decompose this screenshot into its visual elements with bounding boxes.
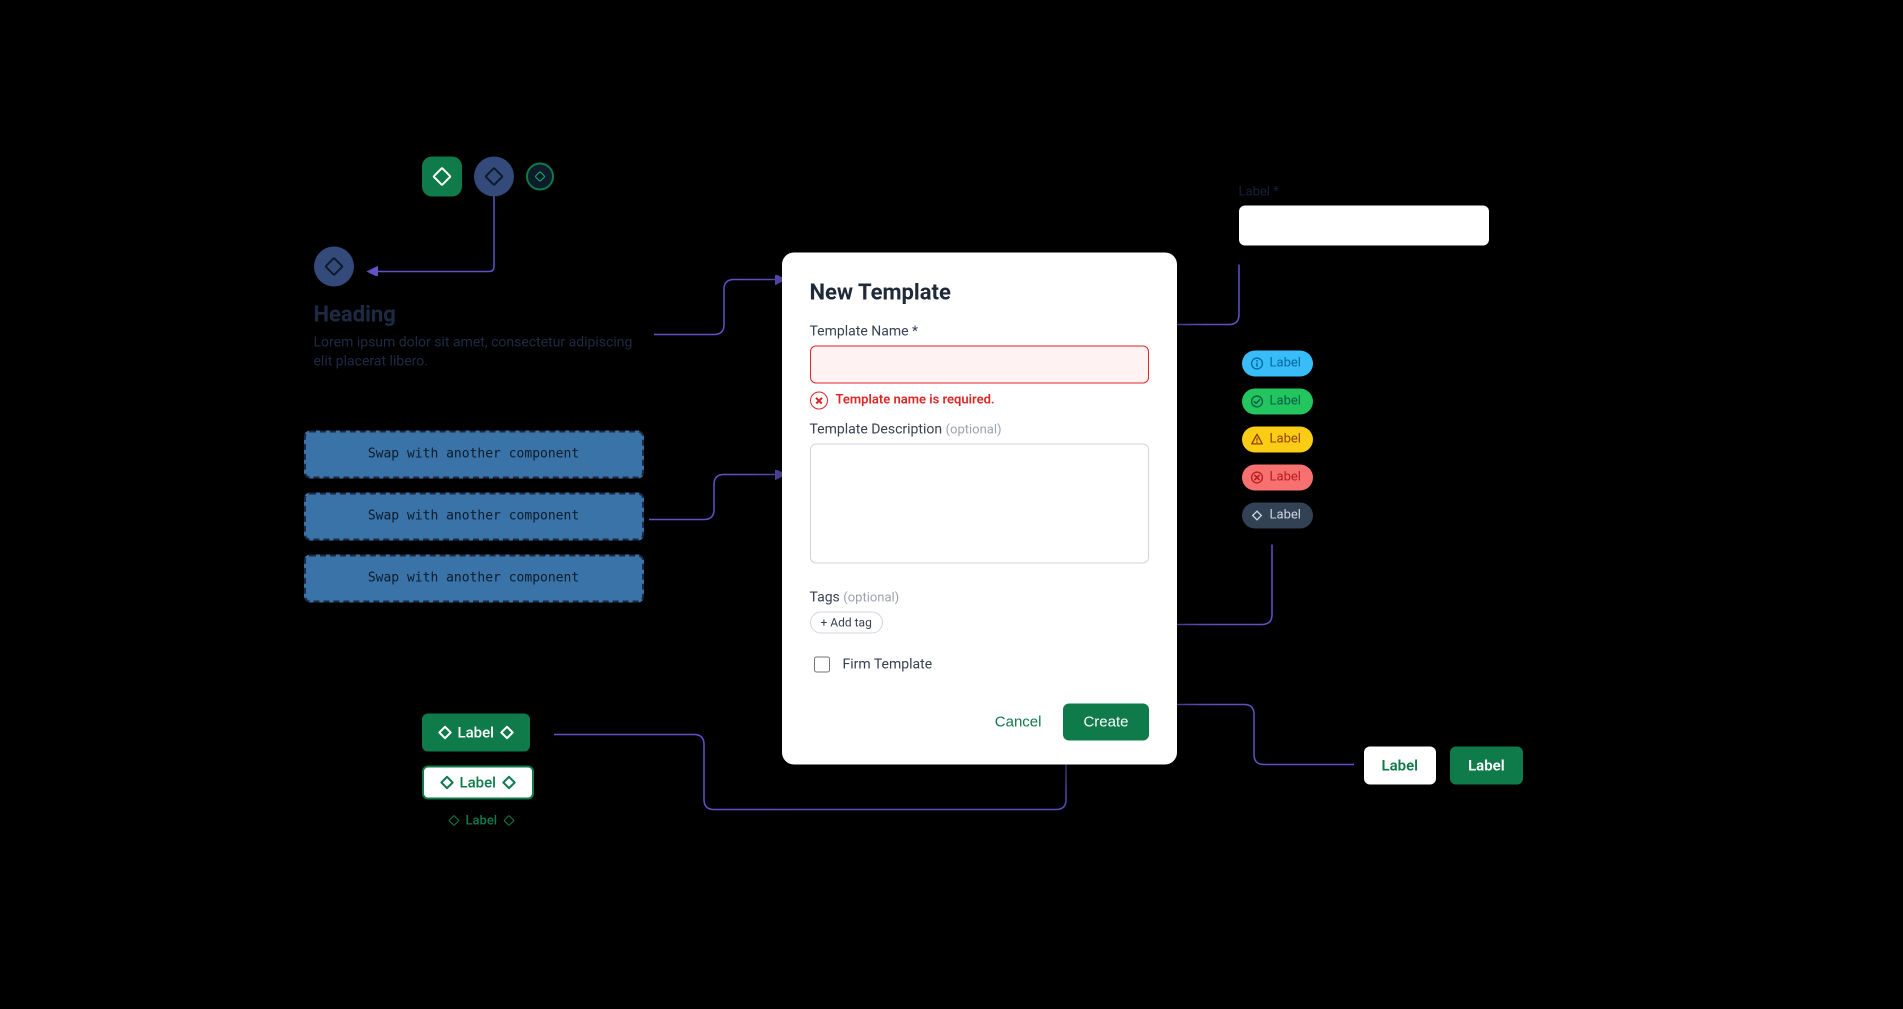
icon-button-ring[interactable] <box>526 162 554 190</box>
input-label: Label * <box>1239 184 1489 199</box>
check-icon <box>1250 394 1264 408</box>
close-icon <box>1250 470 1264 484</box>
diamond-icon <box>437 725 451 739</box>
icon-button-circle[interactable] <box>474 156 514 196</box>
swap-slots: Swap with another component Swap with an… <box>304 430 644 602</box>
template-name-error: Template name is required. <box>810 391 1149 409</box>
error-icon <box>810 391 828 409</box>
heading-subtitle: Lorem ipsum dolor sit amet, consectetur … <box>314 333 654 372</box>
swap-slot[interactable]: Swap with another component <box>304 554 644 602</box>
pill-label: Label <box>1270 394 1301 409</box>
diamond-icon <box>484 166 504 186</box>
diamond-icon <box>448 815 459 826</box>
diamond-icon <box>502 775 516 789</box>
add-tag-button[interactable]: + Add tag <box>810 611 883 633</box>
icon-button-variants <box>422 156 554 196</box>
diamond-icon <box>439 775 453 789</box>
pill-label: Label <box>1270 508 1301 523</box>
pill-success: Label <box>1242 388 1313 414</box>
cancel-button[interactable]: Cancel <box>991 705 1046 738</box>
icon-button-circle-standalone[interactable] <box>314 246 354 286</box>
swap-slot[interactable]: Swap with another component <box>304 430 644 478</box>
label-button-text: Label <box>466 813 498 828</box>
diamond-icon <box>503 815 514 826</box>
diamond-icon <box>534 170 545 181</box>
swap-slot-label: Swap with another component <box>368 447 579 462</box>
diamond-icon <box>500 725 514 739</box>
pill-label: Label <box>1270 356 1301 371</box>
label-button-outline[interactable]: Label <box>422 765 534 799</box>
swap-slot-label: Swap with another component <box>368 571 579 586</box>
label-button-text: Label <box>1382 756 1419 774</box>
pill-danger: Label <box>1242 464 1313 490</box>
swap-slot-label: Swap with another component <box>368 509 579 524</box>
firm-template-label: Firm Template <box>843 656 933 672</box>
label-buttons-right: Label Label <box>1364 746 1523 784</box>
label-button-text: Label <box>460 773 496 791</box>
label-buttons-left: Label Label Label <box>422 713 534 828</box>
swap-slot[interactable]: Swap with another component <box>304 492 644 540</box>
tags-label: Tags (optional) <box>810 589 1149 605</box>
heading-block: Heading Lorem ipsum dolor sit amet, cons… <box>314 246 654 372</box>
info-icon <box>1250 356 1264 370</box>
template-desc-input[interactable] <box>810 443 1149 563</box>
diamond-icon <box>324 256 344 276</box>
label-button-ghost[interactable]: Label <box>450 813 514 828</box>
label-button-text: Label <box>458 723 494 741</box>
status-pills: Label Label Label Label Label <box>1242 350 1313 528</box>
error-text: Template name is required. <box>836 393 995 408</box>
diamond-icon <box>1250 508 1264 522</box>
firm-template-checkbox[interactable] <box>814 656 830 672</box>
pill-warning: Label <box>1242 426 1313 452</box>
pill-label: Label <box>1270 432 1301 447</box>
pill-label: Label <box>1270 470 1301 485</box>
icon-button-solid[interactable] <box>422 156 462 196</box>
create-button[interactable]: Create <box>1063 703 1148 740</box>
label-button-text: Label <box>1468 756 1505 774</box>
pill-info: Label <box>1242 350 1313 376</box>
template-name-input[interactable] <box>810 345 1149 383</box>
label-button-green[interactable]: Label <box>1450 746 1523 784</box>
warning-icon <box>1250 432 1264 446</box>
template-desc-label: Template Description (optional) <box>810 421 1149 437</box>
pill-neutral: Label <box>1242 502 1313 528</box>
diamond-icon <box>432 166 452 186</box>
heading-title: Heading <box>314 302 654 327</box>
label-button-solid[interactable]: Label <box>422 713 530 751</box>
modal-title: New Template <box>810 280 1149 305</box>
labelled-input: Label * <box>1239 184 1489 245</box>
label-button-white[interactable]: Label <box>1364 746 1437 784</box>
design-canvas: Heading Lorem ipsum dolor sit amet, cons… <box>184 104 1720 905</box>
new-template-modal: New Template Template Name * Template na… <box>782 252 1177 764</box>
input-field[interactable] <box>1239 205 1489 245</box>
template-name-label: Template Name * <box>810 323 1149 339</box>
